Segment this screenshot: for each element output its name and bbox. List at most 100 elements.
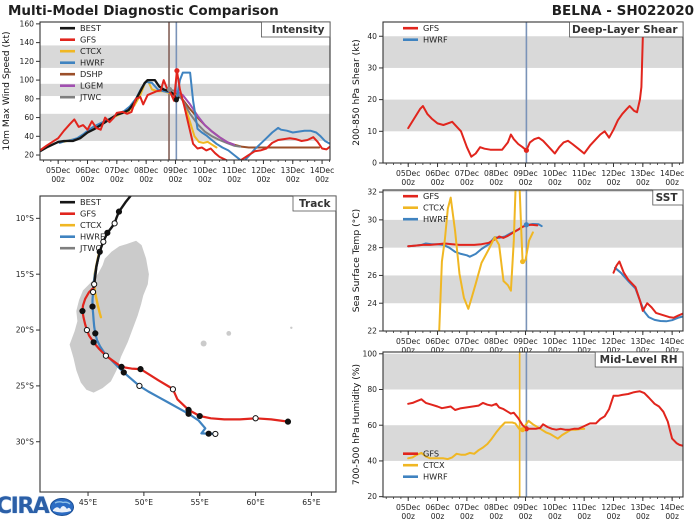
svg-text:30: 30: [367, 64, 377, 73]
svg-text:10Dec: 10Dec: [543, 503, 567, 512]
sst-panel: 05Dec 00z 06Dec 00z 07Dec 00z 08Dec 00z 09Dec 00z…: [350, 188, 700, 355]
svg-text:00z: 00z: [460, 512, 474, 521]
svg-text:HWRF: HWRF: [423, 472, 448, 482]
track-map-panel: 45°E 50°E 55°E 60°E 65°E 10°S 15°S 20°S 25°S 30°S…: [0, 192, 345, 514]
svg-text:LGEM: LGEM: [80, 81, 103, 91]
svg-text:09Dec: 09Dec: [513, 337, 537, 346]
svg-text:00z: 00z: [81, 175, 95, 184]
svg-text:CTCX: CTCX: [80, 220, 102, 230]
svg-text:22: 22: [367, 327, 377, 336]
svg-text:00z: 00z: [227, 175, 241, 184]
svg-text:45°E: 45°E: [79, 498, 97, 507]
svg-text:32: 32: [367, 188, 377, 197]
svg-text:10°S: 10°S: [16, 214, 34, 223]
svg-text:06Dec: 06Dec: [425, 169, 449, 178]
svg-text:00z: 00z: [110, 175, 124, 184]
svg-text:00z: 00z: [577, 346, 591, 352]
svg-text:GFS: GFS: [423, 449, 439, 459]
svg-text:JTWC: JTWC: [79, 92, 102, 102]
svg-text:13Dec: 13Dec: [631, 337, 655, 346]
svg-text:09Dec: 09Dec: [513, 169, 537, 178]
svg-text:07Dec: 07Dec: [455, 337, 479, 346]
svg-text:00z: 00z: [636, 346, 650, 352]
svg-text:00z: 00z: [489, 346, 503, 352]
svg-text:14Dec: 14Dec: [660, 337, 684, 346]
svg-text:08Dec: 08Dec: [484, 169, 508, 178]
svg-text:05Dec: 05Dec: [46, 166, 70, 175]
svg-text:11Dec: 11Dec: [572, 169, 596, 178]
svg-text:09Dec: 09Dec: [513, 503, 537, 512]
intensity-chart-svg: 05Dec00z06Dec00z07Dec00z08Dec00z09Dec00z…: [1, 19, 334, 184]
svg-text:Mid-Level RH: Mid-Level RH: [600, 354, 678, 366]
svg-text:HWRF: HWRF: [423, 214, 448, 224]
svg-text:00z: 00z: [519, 178, 533, 187]
svg-text:20: 20: [367, 95, 377, 104]
svg-text:24: 24: [367, 299, 377, 308]
svg-text:00z: 00z: [489, 512, 503, 521]
svg-text:14Dec: 14Dec: [660, 169, 684, 178]
svg-text:00z: 00z: [460, 346, 474, 352]
svg-text:08Dec: 08Dec: [134, 166, 158, 175]
svg-text:80: 80: [24, 94, 34, 103]
svg-text:00z: 00z: [139, 175, 153, 184]
shear-chart-svg: 05Dec00z06Dec00z07Dec00z08Dec00z09Dec00z…: [351, 21, 684, 187]
svg-text:12Dec: 12Dec: [601, 169, 625, 178]
svg-text:07Dec: 07Dec: [105, 166, 129, 175]
rh-chart-svg: 05Dec00z06Dec00z07Dec00z08Dec00z09Dec00z…: [351, 349, 684, 521]
svg-text:GFS: GFS: [80, 35, 96, 45]
svg-text:CTCX: CTCX: [423, 203, 445, 213]
page-title: Multi-Model Diagnostic Comparison: [8, 3, 279, 19]
svg-text:00z: 00z: [198, 175, 212, 184]
svg-text:BEST: BEST: [80, 23, 102, 33]
svg-text:00z: 00z: [665, 178, 679, 187]
track-chart-svg: 45°E 50°E 55°E 60°E 65°E 10°S 15°S 20°S 25°S 30°S…: [16, 195, 337, 507]
svg-text:00z: 00z: [401, 512, 415, 521]
sst-chart-svg: 05Dec00z06Dec00z07Dec00z08Dec00z09Dec00z…: [351, 188, 684, 355]
svg-text:00z: 00z: [665, 346, 679, 352]
svg-text:28: 28: [367, 243, 377, 252]
mid-level-rh-panel: 05Dec 00z 06Dec 00z 07Dec 00z 08Dec 00z 09Dec 00z…: [350, 348, 700, 525]
svg-text:00z: 00z: [577, 178, 591, 187]
svg-text:10: 10: [367, 127, 377, 136]
svg-text:00z: 00z: [431, 512, 445, 521]
svg-text:Sea Surface Temp (°C): Sea Surface Temp (°C): [351, 209, 362, 313]
svg-text:40: 40: [367, 32, 377, 41]
svg-text:14Dec: 14Dec: [660, 503, 684, 512]
svg-text:05Dec: 05Dec: [396, 503, 420, 512]
svg-text:160: 160: [20, 19, 35, 28]
svg-text:HWRF: HWRF: [423, 35, 448, 45]
svg-text:00z: 00z: [636, 512, 650, 521]
svg-text:05Dec: 05Dec: [396, 169, 420, 178]
svg-text:CTCX: CTCX: [423, 460, 445, 470]
svg-text:JTWC: JTWC: [79, 243, 102, 253]
svg-text:00z: 00z: [607, 346, 621, 352]
svg-text:00z: 00z: [169, 175, 183, 184]
svg-text:40: 40: [367, 457, 377, 466]
svg-text:0: 0: [372, 159, 377, 168]
svg-text:20°S: 20°S: [16, 326, 34, 335]
svg-text:00z: 00z: [519, 512, 533, 521]
svg-text:700-500 hPa Humidity (%): 700-500 hPa Humidity (%): [351, 364, 362, 485]
svg-text:10Dec: 10Dec: [543, 169, 567, 178]
svg-text:00z: 00z: [548, 512, 562, 521]
svg-text:60: 60: [367, 421, 377, 430]
svg-text:HWRF: HWRF: [80, 58, 105, 68]
svg-text:30: 30: [367, 215, 377, 224]
svg-text:140: 140: [20, 38, 35, 47]
svg-text:12Dec: 12Dec: [601, 503, 625, 512]
svg-text:20: 20: [367, 492, 377, 501]
svg-text:11Dec: 11Dec: [572, 337, 596, 346]
svg-text:00z: 00z: [489, 178, 503, 187]
svg-text:06Dec: 06Dec: [425, 503, 449, 512]
svg-text:DSHP: DSHP: [80, 69, 103, 79]
svg-text:10m Max Wind Speed (kt): 10m Max Wind Speed (kt): [1, 31, 12, 150]
svg-text:00z: 00z: [577, 512, 591, 521]
svg-text:00z: 00z: [607, 178, 621, 187]
svg-text:25°S: 25°S: [16, 381, 34, 390]
svg-text:80: 80: [367, 385, 377, 394]
cira-globe-icon: [50, 497, 75, 516]
svg-text:00z: 00z: [401, 346, 415, 352]
svg-text:120: 120: [20, 57, 35, 66]
svg-text:06Dec: 06Dec: [425, 337, 449, 346]
